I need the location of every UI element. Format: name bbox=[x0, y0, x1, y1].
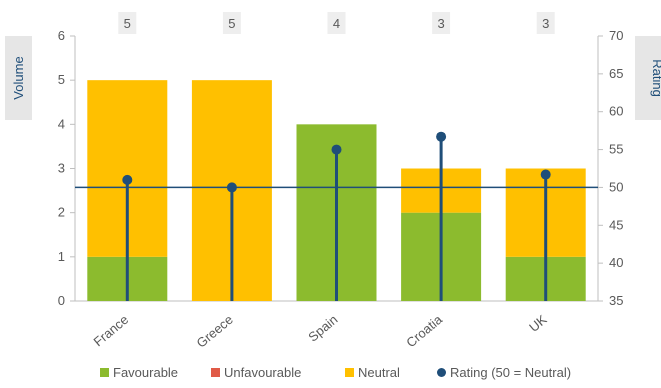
y2-axis-tick-label: 40 bbox=[609, 255, 623, 270]
y-axis-tick-label: 3 bbox=[58, 161, 65, 176]
y2-axis-tick-label: 70 bbox=[609, 28, 623, 43]
y2-axis-tick-label: 35 bbox=[609, 293, 623, 308]
total-label-box bbox=[118, 12, 137, 34]
y2-axis-tick-label: 60 bbox=[609, 104, 623, 119]
total-label: 3 bbox=[542, 16, 549, 31]
y2-axis-tick-label: 55 bbox=[609, 142, 623, 157]
legend-neutral-swatch bbox=[345, 368, 354, 377]
y-axis-tick-label: 5 bbox=[58, 72, 65, 87]
y2-axis-tick-label: 50 bbox=[609, 179, 623, 194]
x-axis-tick-label: Croatia bbox=[403, 311, 445, 350]
legend-favourable-swatch bbox=[100, 368, 109, 377]
total-label-box bbox=[536, 12, 555, 34]
y2-axis-title-box bbox=[635, 36, 661, 120]
total-label-box bbox=[327, 12, 346, 34]
total-label-box bbox=[432, 12, 451, 34]
rating-point bbox=[540, 169, 551, 180]
rating-point bbox=[226, 182, 237, 193]
x-axis-tick-label: France bbox=[91, 312, 132, 350]
y-axis-tick-label: 6 bbox=[58, 28, 65, 43]
y-axis-tick-label: 4 bbox=[58, 116, 65, 131]
rating-point bbox=[436, 131, 447, 142]
y-axis-tick-label: 1 bbox=[58, 249, 65, 264]
y-axis-title-box bbox=[5, 36, 32, 120]
y2-axis-tick-label: 45 bbox=[609, 217, 623, 232]
legend-unfavourable-label: Unfavourable bbox=[224, 365, 301, 380]
y-axis-title: Volume bbox=[11, 56, 26, 99]
y-axis-tick-label: 0 bbox=[58, 293, 65, 308]
total-label: 5 bbox=[228, 16, 235, 31]
x-axis-tick-label: UK bbox=[526, 312, 550, 335]
x-axis-tick-label: Greece bbox=[194, 312, 236, 351]
y2-axis-tick-label: 65 bbox=[609, 66, 623, 81]
total-label: 4 bbox=[333, 16, 340, 31]
total-label-box bbox=[222, 12, 241, 34]
legend-rating-swatch bbox=[437, 368, 446, 377]
total-label: 5 bbox=[124, 16, 131, 31]
y2-axis-title: Rating bbox=[650, 59, 661, 97]
legend-rating-label: Rating (50 = Neutral) bbox=[450, 365, 571, 380]
legend-favourable-label: Favourable bbox=[113, 365, 178, 380]
x-axis-tick-label: Spain bbox=[305, 312, 340, 345]
rating-point bbox=[122, 174, 133, 185]
total-label: 3 bbox=[437, 16, 444, 31]
y-axis-tick-label: 2 bbox=[58, 205, 65, 220]
legend-neutral-label: Neutral bbox=[358, 365, 400, 380]
legend-unfavourable-swatch bbox=[211, 368, 220, 377]
rating-point bbox=[331, 144, 342, 155]
